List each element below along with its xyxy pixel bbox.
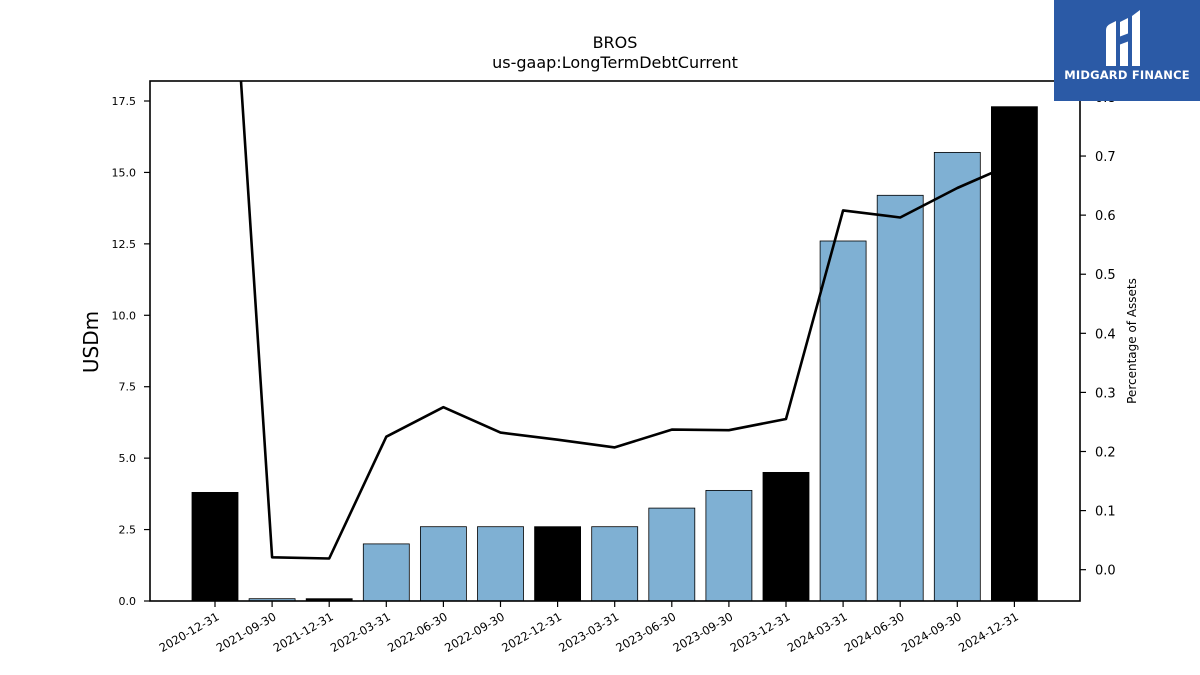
y2-tick-label: 0.3 [1095, 386, 1116, 401]
bar-2022-03-31 [362, 543, 410, 602]
y2-tick-label: 0.5 [1095, 268, 1116, 283]
x-tick-label: 2024-12-31 [956, 609, 1021, 655]
y-tick-label: 10.0 [112, 309, 137, 322]
y2-tick-label: 0.4 [1095, 327, 1116, 342]
y-tick-label: 15.0 [112, 166, 137, 179]
bar-2022-06-30 [419, 526, 467, 602]
x-tick-label: 2023-06-30 [613, 609, 678, 655]
line-group [239, 81, 1015, 560]
bar-2022-12-31 [534, 526, 581, 602]
bar-2024-03-31 [819, 240, 867, 602]
y2-tick-label: 0.7 [1095, 150, 1116, 165]
bar-2020-12-31 [191, 491, 239, 602]
y2-axis: 0.00.10.20.30.40.50.60.70.8 [1080, 91, 1116, 579]
x-tick-label: 2021-09-30 [214, 609, 279, 655]
x-tick-label: 2022-03-31 [328, 609, 393, 655]
y-tick-label: 7.5 [119, 381, 137, 394]
x-tick-label: 2024-03-31 [785, 609, 850, 655]
x-tick-label: 2022-09-30 [442, 609, 507, 655]
x-tick-label: 2023-12-31 [728, 609, 793, 655]
x-tick-label: 2022-06-30 [385, 609, 450, 655]
y-tick-label: 17.5 [112, 95, 137, 108]
bar-2024-06-30 [876, 194, 924, 602]
brand-name: MIDGARD FINANCE [1064, 68, 1190, 82]
y2-tick-label: 0.2 [1095, 446, 1116, 461]
y-tick-label: 5.0 [119, 452, 137, 465]
x-axis: 2020-12-312021-09-302021-12-312022-03-31… [157, 601, 1021, 655]
series-line-percentage-of-assets [239, 81, 1015, 560]
x-tick-label: 2024-09-30 [899, 609, 964, 655]
y2-axis-label: Percentage of Assets [1125, 278, 1139, 404]
x-tick-label: 2024-06-30 [842, 609, 907, 655]
x-tick-label: 2022-12-31 [499, 609, 564, 655]
chart-subtitle: us-gaap:LongTermDebtCurrent [492, 53, 738, 72]
bar-2024-12-31 [991, 106, 1038, 602]
y2-tick-label: 0.1 [1095, 505, 1116, 520]
bar-2023-03-31 [591, 526, 639, 602]
y2-tick-label: 0.6 [1095, 209, 1116, 224]
bar-2023-06-30 [648, 507, 696, 602]
y-tick-label: 0.0 [119, 595, 137, 608]
bar-2024-09-30 [933, 151, 981, 602]
x-tick-label: 2020-12-31 [157, 609, 222, 655]
midgard-logo-icon [1106, 10, 1140, 66]
y-tick-label: 12.5 [112, 238, 137, 251]
x-tick-label: 2021-12-31 [271, 609, 336, 655]
bar-2023-12-31 [762, 471, 810, 602]
brand-logo: MIDGARD FINANCE [1054, 0, 1200, 101]
x-tick-label: 2023-03-31 [556, 609, 621, 655]
bar-group [191, 106, 1038, 602]
y-axis-label: USDm [79, 311, 103, 373]
x-tick-label: 2023-09-30 [671, 609, 736, 655]
y-tick-label: 2.5 [119, 524, 137, 537]
bar-2022-09-30 [477, 526, 524, 602]
y-axis: 0.0 2.5 5.0 7.5 10.0 12.5 15.0 17.5 [112, 95, 150, 608]
y2-tick-label: 0.0 [1095, 564, 1116, 579]
chart-title: BROS [593, 33, 638, 52]
bar-2023-09-30 [705, 489, 753, 602]
